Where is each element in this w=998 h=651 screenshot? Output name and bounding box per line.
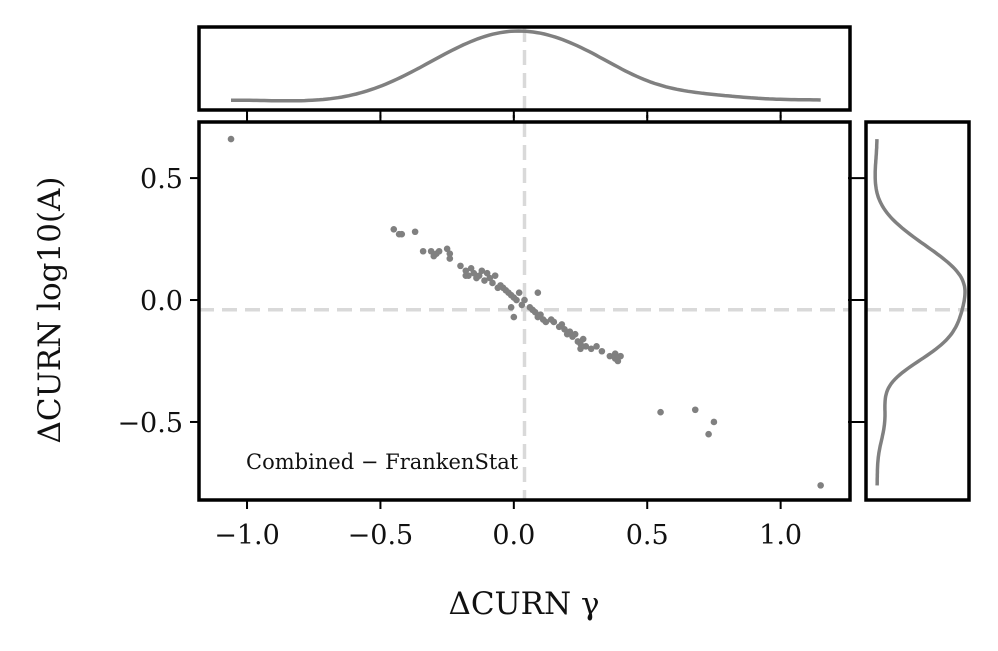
data-point bbox=[486, 274, 494, 282]
data-point bbox=[411, 228, 419, 236]
data-point bbox=[470, 269, 478, 277]
data-point bbox=[542, 318, 550, 326]
top-marginal-frame bbox=[197, 25, 852, 112]
data-point bbox=[582, 343, 590, 350]
x-tick-label: −0.5 bbox=[348, 520, 414, 551]
data-point bbox=[534, 289, 542, 297]
data-point bbox=[657, 408, 664, 416]
data-point bbox=[561, 325, 568, 333]
x-tick-label: 1.0 bbox=[759, 520, 802, 551]
panel-frames bbox=[197, 25, 971, 502]
data-point bbox=[427, 247, 435, 255]
data-point bbox=[435, 247, 443, 255]
data-point bbox=[483, 269, 491, 277]
data-point bbox=[617, 352, 624, 360]
y-tick-label: 0.5 bbox=[140, 164, 183, 195]
data-point bbox=[691, 406, 699, 414]
reference-lines bbox=[199, 27, 969, 500]
data-point bbox=[614, 357, 622, 365]
data-point bbox=[446, 250, 454, 257]
data-point bbox=[518, 301, 526, 309]
data-point bbox=[419, 247, 427, 255]
data-point bbox=[531, 308, 539, 316]
data-point bbox=[577, 340, 584, 348]
data-point bbox=[510, 313, 518, 321]
data-point bbox=[598, 347, 606, 355]
data-point bbox=[566, 328, 574, 336]
data-point bbox=[537, 311, 544, 318]
data-point bbox=[446, 255, 454, 262]
data-point bbox=[521, 296, 528, 304]
data-point bbox=[227, 135, 235, 143]
right-marginal-density bbox=[873, 139, 967, 486]
data-point bbox=[478, 267, 486, 275]
data-point bbox=[491, 272, 499, 279]
data-point bbox=[593, 343, 600, 350]
data-point bbox=[489, 279, 496, 287]
data-point bbox=[457, 262, 464, 270]
scatter-points bbox=[227, 135, 824, 489]
x-tick-label: 0.0 bbox=[492, 520, 535, 551]
x-tick-label: −1.0 bbox=[214, 520, 280, 551]
data-point bbox=[587, 345, 595, 353]
x-axis-label: ΔCURN γ bbox=[448, 586, 599, 622]
y-tick-label: 0.0 bbox=[140, 286, 183, 317]
data-point bbox=[467, 265, 475, 272]
data-point bbox=[611, 350, 619, 357]
top-marginal-density bbox=[231, 29, 821, 103]
data-point bbox=[710, 418, 718, 426]
data-point bbox=[705, 430, 712, 438]
data-point bbox=[390, 226, 398, 233]
data-point bbox=[481, 277, 488, 284]
annotation-label: Combined − FrankenStat bbox=[246, 450, 519, 474]
data-point bbox=[398, 230, 406, 238]
data-point bbox=[465, 272, 472, 279]
data-point bbox=[443, 245, 451, 253]
data-point bbox=[507, 304, 515, 311]
axis-ticks: −1.0 −0.5 0.0 0.5 1.0 −0.5 0.0 0.5 bbox=[117, 110, 866, 551]
data-point bbox=[513, 296, 520, 304]
right-marginal-frame bbox=[864, 120, 971, 502]
data-point bbox=[606, 352, 614, 360]
main-plot-frame bbox=[197, 120, 852, 502]
data-point bbox=[475, 272, 483, 279]
data-point bbox=[579, 335, 587, 343]
data-point bbox=[577, 345, 584, 353]
x-tick-label: 0.5 bbox=[626, 520, 669, 551]
top-density-curve bbox=[231, 29, 821, 103]
data-point bbox=[462, 267, 470, 275]
data-point bbox=[550, 318, 558, 326]
right-density-curve bbox=[873, 139, 967, 486]
y-tick-label: −0.5 bbox=[117, 408, 183, 439]
y-axis-label: ΔCURN log10(A) bbox=[32, 177, 68, 444]
data-point bbox=[558, 321, 566, 328]
data-point bbox=[571, 330, 579, 338]
data-point bbox=[817, 482, 824, 489]
data-point bbox=[515, 289, 523, 297]
